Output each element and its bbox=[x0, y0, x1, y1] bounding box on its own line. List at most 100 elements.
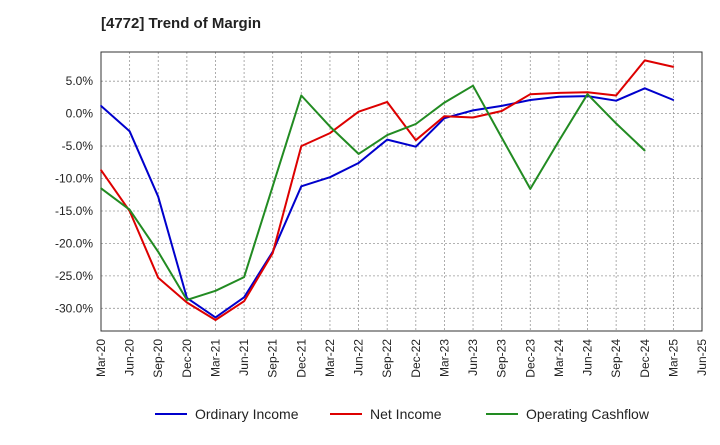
series-layer bbox=[100, 59, 675, 321]
x-tick-label: Dec-20 bbox=[180, 339, 194, 378]
data-point-ordinary-income bbox=[329, 176, 331, 179]
series-line-ordinary-income bbox=[100, 87, 674, 319]
data-point-operating-cashflow bbox=[100, 187, 102, 190]
x-tick-label: Mar-22 bbox=[323, 339, 337, 377]
x-tick-label: Jun-22 bbox=[352, 339, 366, 376]
data-point-net-income bbox=[415, 139, 417, 142]
legend-label-net-income: Net Income bbox=[370, 406, 442, 422]
x-tick-label: Sep-20 bbox=[151, 339, 165, 378]
data-point-ordinary-income bbox=[500, 105, 503, 107]
data-point-ordinary-income bbox=[128, 130, 131, 132]
x-tick-label: Jun-20 bbox=[123, 339, 137, 376]
data-point-net-income bbox=[443, 115, 446, 118]
data-point-net-income bbox=[672, 66, 675, 68]
data-point-operating-cashflow bbox=[500, 136, 503, 139]
data-point-operating-cashflow bbox=[357, 153, 360, 155]
data-point-operating-cashflow bbox=[300, 94, 303, 97]
data-point-net-income bbox=[643, 59, 646, 62]
legend-label-ordinary-income: Ordinary Income bbox=[195, 406, 299, 422]
data-point-operating-cashflow bbox=[443, 101, 446, 104]
data-point-ordinary-income bbox=[615, 99, 617, 102]
data-point-ordinary-income bbox=[415, 145, 417, 148]
x-tick-label: Mar-20 bbox=[94, 339, 108, 377]
data-point-operating-cashflow bbox=[243, 276, 245, 278]
x-tick-label: Mar-24 bbox=[552, 339, 566, 377]
data-point-operating-cashflow bbox=[643, 149, 646, 152]
x-tick-label: Mar-25 bbox=[666, 339, 680, 377]
data-point-net-income bbox=[529, 93, 532, 95]
data-point-net-income bbox=[214, 319, 217, 321]
y-tick-label: 0.0% bbox=[66, 107, 94, 121]
data-point-ordinary-income bbox=[214, 316, 217, 319]
data-point-operating-cashflow bbox=[472, 84, 474, 87]
data-point-net-income bbox=[243, 300, 245, 302]
legend-layer: Ordinary Income Net Income Operating Cashf… bbox=[155, 406, 650, 422]
data-point-operating-cashflow bbox=[615, 122, 617, 125]
data-point-ordinary-income bbox=[357, 162, 360, 164]
data-point-net-income bbox=[329, 132, 331, 134]
data-point-ordinary-income bbox=[529, 99, 532, 101]
chart-title: [4772] Trend of Margin bbox=[101, 15, 262, 32]
data-point-operating-cashflow bbox=[128, 208, 131, 211]
x-tick-label: Jun-24 bbox=[581, 339, 595, 376]
x-tick-label: Mar-21 bbox=[208, 339, 222, 377]
data-point-net-income bbox=[100, 169, 102, 171]
x-tick-label: Jun-23 bbox=[466, 339, 480, 376]
x-tick-label: Sep-23 bbox=[495, 339, 509, 378]
data-point-net-income bbox=[271, 252, 274, 254]
y-tick-label: -25.0% bbox=[55, 269, 93, 283]
data-point-net-income bbox=[472, 116, 474, 119]
x-tick-label: Sep-22 bbox=[380, 339, 394, 378]
y-tick-label: 5.0% bbox=[66, 74, 94, 88]
x-tick-label: Dec-24 bbox=[638, 339, 652, 378]
x-tick-label: Dec-21 bbox=[294, 339, 308, 378]
data-point-operating-cashflow bbox=[529, 188, 532, 190]
data-point-ordinary-income bbox=[386, 138, 388, 141]
data-point-ordinary-income bbox=[100, 105, 102, 107]
x-tick-label: Sep-24 bbox=[609, 339, 623, 378]
data-point-operating-cashflow bbox=[186, 299, 188, 301]
data-point-ordinary-income bbox=[157, 195, 160, 198]
series-line-operating-cashflow bbox=[100, 84, 646, 301]
data-point-net-income bbox=[586, 91, 589, 94]
data-point-net-income bbox=[386, 101, 388, 103]
data-point-ordinary-income bbox=[643, 87, 646, 90]
grid-layer bbox=[101, 52, 702, 331]
data-point-ordinary-income bbox=[243, 296, 245, 299]
data-point-ordinary-income bbox=[672, 99, 675, 101]
data-point-operating-cashflow bbox=[586, 93, 589, 95]
x-tick-label: Mar-23 bbox=[437, 339, 451, 377]
data-point-operating-cashflow bbox=[214, 289, 217, 292]
data-point-net-income bbox=[157, 276, 160, 279]
plot-frame bbox=[100, 51, 703, 332]
y-tick-label: -15.0% bbox=[55, 204, 93, 218]
y-tick-label: -5.0% bbox=[62, 139, 94, 153]
data-point-operating-cashflow bbox=[157, 251, 160, 253]
axis-layer: 5.0% 0.0% -5.0% -10.0% -15.0% -20.0% -25.0% -30… bbox=[55, 51, 709, 378]
y-tick-label: -30.0% bbox=[55, 301, 93, 315]
data-point-operating-cashflow bbox=[271, 185, 274, 188]
data-point-ordinary-income bbox=[558, 95, 560, 98]
x-tick-label: Dec-22 bbox=[409, 339, 423, 378]
data-point-operating-cashflow bbox=[415, 123, 417, 125]
x-tick-label: Jun-25 bbox=[695, 339, 709, 376]
data-point-net-income bbox=[615, 94, 617, 97]
x-tick-label: Jun-21 bbox=[237, 339, 251, 376]
data-point-ordinary-income bbox=[472, 109, 474, 112]
data-point-net-income bbox=[558, 92, 560, 94]
data-point-net-income bbox=[357, 110, 360, 113]
x-tick-label: Dec-23 bbox=[523, 339, 537, 378]
y-tick-label: -10.0% bbox=[55, 172, 93, 186]
data-point-operating-cashflow bbox=[329, 125, 331, 128]
data-point-operating-cashflow bbox=[386, 134, 388, 136]
data-point-net-income bbox=[186, 301, 188, 304]
data-point-ordinary-income bbox=[300, 185, 303, 188]
data-point-operating-cashflow bbox=[558, 140, 560, 142]
x-tick-label: Sep-21 bbox=[266, 339, 280, 378]
y-tick-label: -20.0% bbox=[55, 236, 93, 250]
legend-label-operating-cashflow: Operating Cashflow bbox=[526, 406, 650, 422]
data-point-net-income bbox=[500, 110, 503, 112]
data-point-net-income bbox=[300, 145, 303, 147]
